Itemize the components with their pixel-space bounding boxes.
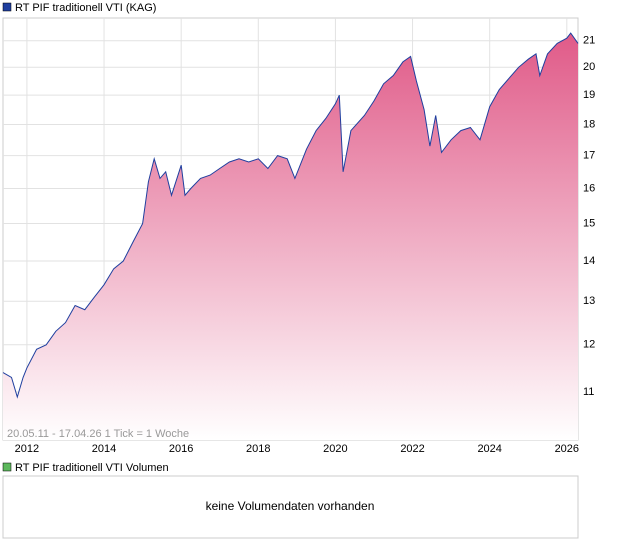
y-tick-label: 13 bbox=[583, 295, 595, 307]
x-tick-label: 2018 bbox=[246, 443, 270, 455]
footnote: 20.05.11 - 17.04.26 1 Tick = 1 Woche bbox=[7, 428, 189, 440]
line bbox=[2, 32, 579, 399]
y-tick-label: 21 bbox=[583, 35, 595, 47]
x-tick-label: 2020 bbox=[323, 443, 347, 455]
x-tick-label: 2014 bbox=[92, 443, 116, 455]
y-tick-label: 19 bbox=[583, 89, 595, 101]
y-tick-label: 20 bbox=[583, 61, 595, 73]
y-tick-label: 15 bbox=[583, 217, 595, 229]
area bbox=[3, 33, 578, 440]
x-tick-label: 2012 bbox=[15, 443, 39, 455]
x-tick-label: 2016 bbox=[169, 443, 193, 455]
legend-label: RT PIF traditionell VTI (KAG) bbox=[15, 2, 156, 14]
volume-legend: RT PIF traditionell VTI Volumen bbox=[15, 462, 169, 474]
y-tick-label: 17 bbox=[583, 149, 595, 161]
x-tick-label: 2024 bbox=[477, 443, 501, 455]
volume-legend-swatch bbox=[2, 462, 12, 472]
y-tick-label: 14 bbox=[583, 255, 595, 267]
y-tick-label: 18 bbox=[583, 118, 595, 130]
y-tick-label: 12 bbox=[583, 339, 595, 351]
y-tick-label: 16 bbox=[583, 182, 595, 194]
x-tick-label: 2022 bbox=[400, 443, 424, 455]
volume-message: keine Volumendaten vorhanden bbox=[206, 499, 375, 513]
volume-panel bbox=[2, 475, 579, 539]
legend-swatch bbox=[2, 2, 12, 12]
y-tick-label: 11 bbox=[583, 386, 594, 398]
x-tick-label: 2026 bbox=[555, 443, 579, 455]
